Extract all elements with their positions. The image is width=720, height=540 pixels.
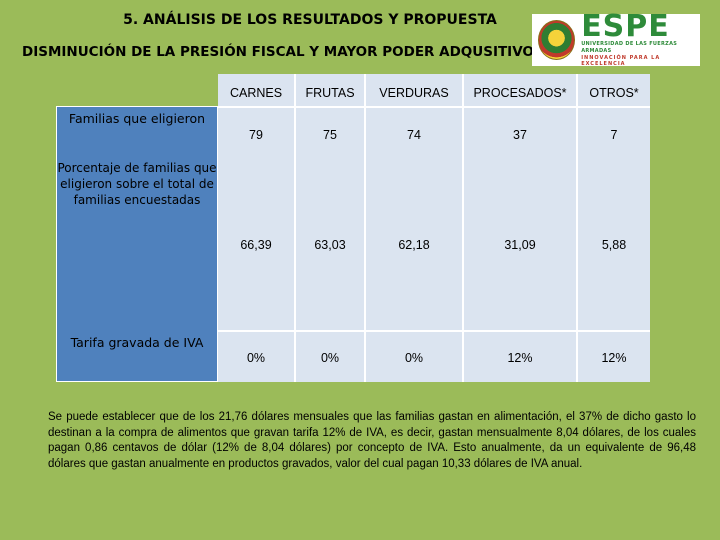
table-cell: 31,09 — [504, 238, 536, 252]
table-cell: 12% — [601, 351, 627, 365]
logo-word: ESPE — [581, 9, 670, 44]
logo-line2: INNOVACIÓN PARA LA EXCELENCIA — [581, 55, 661, 67]
table-cell: 0% — [320, 351, 340, 365]
table-cell: 75 — [323, 128, 337, 142]
column-divider — [462, 74, 464, 382]
analysis-paragraph: Se puede establecer que de los 21,76 dól… — [48, 411, 696, 470]
row-header-familias: Familias que eligieron — [68, 111, 206, 126]
column-header-verduras: VERDURAS — [379, 86, 449, 100]
column-header-carnes: CARNES — [229, 86, 283, 100]
table-cell: 0% — [404, 351, 424, 365]
logo-text: ESPE UNIVERSIDAD DE LAS FUERZAS ARMADAS … — [581, 9, 700, 68]
table-cell: 5,88 — [601, 238, 627, 252]
slide-title: 5. ANÁLISIS DE LOS RESULTADOS Y PROPUEST… — [123, 12, 497, 28]
column-divider — [576, 74, 578, 382]
slide-subtitle: DISMINUCIÓN DE LA PRESIÓN FISCAL Y MAYOR… — [22, 44, 534, 60]
row-header-tarifa: Tarifa gravada de IVA — [70, 335, 204, 350]
row-divider — [218, 330, 650, 332]
column-divider — [364, 74, 366, 382]
row-divider — [218, 106, 650, 108]
column-header-frutas: FRUTAS — [305, 86, 355, 100]
table-cell: 79 — [249, 128, 263, 142]
row-header-column — [56, 106, 218, 382]
table-cell: 74 — [407, 128, 421, 142]
table-cell: 62,18 — [398, 238, 430, 252]
row-header-porcentaje: Porcentaje de familias que eligieron sob… — [57, 161, 217, 207]
table-cell: 7 — [610, 128, 618, 142]
column-header-otros: OTROS* — [589, 86, 639, 100]
table-cell: 63,03 — [314, 238, 346, 252]
logo-line1: UNIVERSIDAD DE LAS FUERZAS ARMADAS — [581, 41, 678, 54]
espe-logo: ESPE UNIVERSIDAD DE LAS FUERZAS ARMADAS … — [532, 9, 700, 68]
column-header-procesados: PROCESADOS* — [473, 86, 567, 100]
table-cell: 66,39 — [240, 238, 272, 252]
table-cell: 37 — [513, 128, 527, 142]
table-cell: 12% — [507, 351, 533, 365]
column-divider — [294, 74, 296, 382]
university-seal-icon — [538, 20, 576, 60]
data-table — [218, 74, 650, 382]
table-cell: 0% — [246, 351, 266, 365]
